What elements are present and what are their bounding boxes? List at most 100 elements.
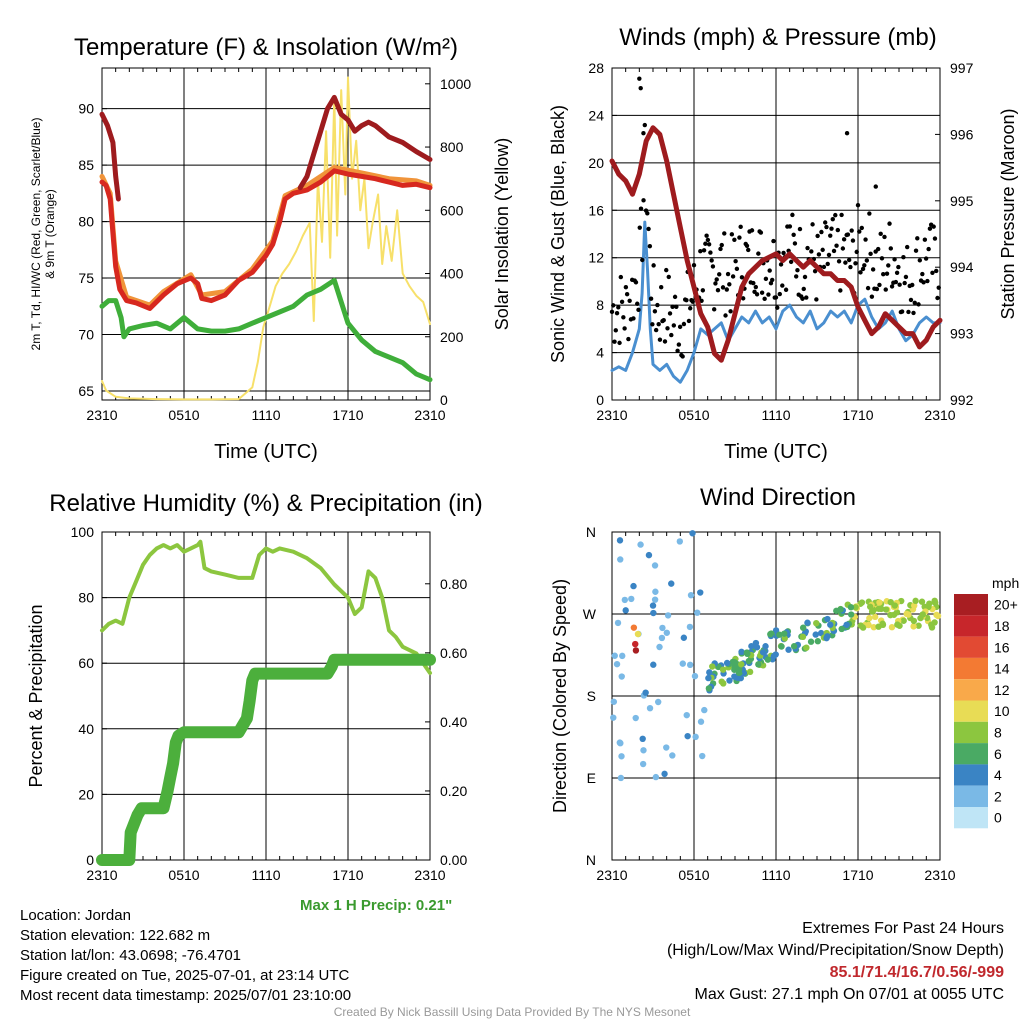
gust-point	[758, 230, 764, 235]
temp-series-t2m	[99, 168, 433, 311]
dir-point	[888, 624, 896, 631]
gust-point	[793, 274, 799, 279]
gust-point	[756, 251, 761, 256]
gust-point	[777, 291, 782, 297]
temp-y2-ytick-label: 200	[440, 329, 464, 345]
gust-point	[623, 284, 629, 290]
dir-point	[701, 706, 708, 714]
gust-point	[763, 276, 769, 282]
rh-xtick-label: 2310	[86, 867, 117, 883]
gust-point	[797, 226, 803, 232]
dir-point	[610, 698, 618, 705]
gust-point	[855, 202, 861, 208]
dir-point	[918, 598, 926, 605]
dir-point	[812, 631, 819, 638]
wind-xtick-label: 0510	[678, 407, 709, 423]
dir-xtick-label: 1110	[761, 867, 790, 883]
gust-point	[738, 224, 743, 230]
colorbar-swatch	[954, 785, 988, 807]
gust-point	[804, 295, 809, 300]
gust-point	[902, 280, 907, 286]
gust-point	[853, 261, 858, 266]
dir-xtick-label: 2310	[924, 867, 955, 883]
colorbar-swatch	[954, 721, 988, 744]
wind-ytick-label: 8	[596, 297, 604, 313]
gust-point	[840, 246, 846, 251]
dir-point	[654, 698, 662, 706]
gust-point	[651, 263, 656, 268]
dir-point	[912, 597, 919, 605]
gust-point	[931, 224, 936, 229]
dir-point	[664, 612, 672, 619]
gust-point	[646, 226, 651, 232]
colorbar-swatch	[954, 594, 988, 616]
dir-point	[887, 611, 894, 619]
gust-point	[739, 275, 745, 280]
dir-point	[640, 747, 647, 754]
dir-point	[616, 537, 624, 544]
wind-ytick-label: 0	[596, 392, 604, 408]
gust-point	[729, 232, 735, 237]
gust-point	[612, 339, 617, 344]
colorbar-label: 12	[994, 682, 1010, 698]
gust-point	[636, 307, 641, 313]
colorbar-swatch	[954, 657, 988, 680]
gust-point	[718, 246, 723, 252]
gust-point	[653, 327, 659, 333]
gust-point	[667, 311, 673, 316]
dir-point	[613, 660, 621, 668]
temp-xtick-label: 0510	[168, 407, 199, 423]
colorbar-unit: mph	[992, 575, 1019, 591]
rh-ytick-label: 0	[86, 852, 94, 868]
gust-point	[896, 264, 901, 270]
gust-point	[640, 257, 645, 263]
gust-point	[730, 274, 736, 279]
gust-point	[882, 234, 887, 240]
wind-ytick-label: 24	[588, 107, 604, 123]
gust-point	[621, 315, 626, 320]
rh-series	[100, 539, 432, 675]
gust-point	[611, 303, 616, 308]
gust-point	[719, 242, 724, 248]
gust-point	[903, 274, 909, 280]
dir-xtick-label: 1710	[842, 867, 873, 883]
gust-point	[720, 285, 726, 290]
gust-point	[650, 322, 655, 327]
dir-point	[676, 538, 684, 545]
dir-point	[652, 588, 659, 595]
dir-point	[706, 669, 713, 676]
gust-point	[703, 241, 708, 246]
dir-point	[931, 619, 938, 626]
gust-point	[906, 309, 911, 315]
gust-point	[826, 252, 832, 258]
temp-series-td	[99, 277, 433, 383]
dir-point	[637, 541, 644, 548]
gust-point	[926, 246, 931, 252]
rh-ylabel: Percent & Precipitation	[26, 604, 46, 787]
dir-point	[770, 652, 778, 660]
dir-point	[871, 613, 879, 621]
temp-panel-title: Temperature (F) & Insolation (W/m²)	[74, 34, 458, 61]
gust-point	[819, 229, 824, 235]
dir-point	[762, 643, 769, 650]
gust-point	[838, 288, 843, 293]
dir-point	[632, 714, 639, 722]
dir-point	[697, 718, 705, 725]
dir-ytick-label: E	[587, 770, 596, 786]
gust-point	[688, 306, 693, 311]
info-latlon: Station lat/lon: 43.0698; -76.4701	[20, 947, 242, 964]
rh-xtick-label: 1110	[251, 867, 280, 883]
wind-series-sonic	[610, 220, 942, 384]
gust-point	[859, 225, 864, 231]
gust-point	[911, 310, 916, 316]
gust-point	[675, 348, 680, 353]
dir-point	[687, 591, 695, 599]
colorbar-label: 0	[994, 810, 1002, 826]
gust-point	[627, 298, 632, 303]
temp-xtick-label: 1710	[332, 407, 363, 423]
gust-point	[767, 268, 772, 273]
gust-point	[848, 264, 853, 270]
gust-point	[737, 235, 742, 240]
dir-point	[697, 589, 704, 596]
gust-point	[899, 309, 905, 314]
